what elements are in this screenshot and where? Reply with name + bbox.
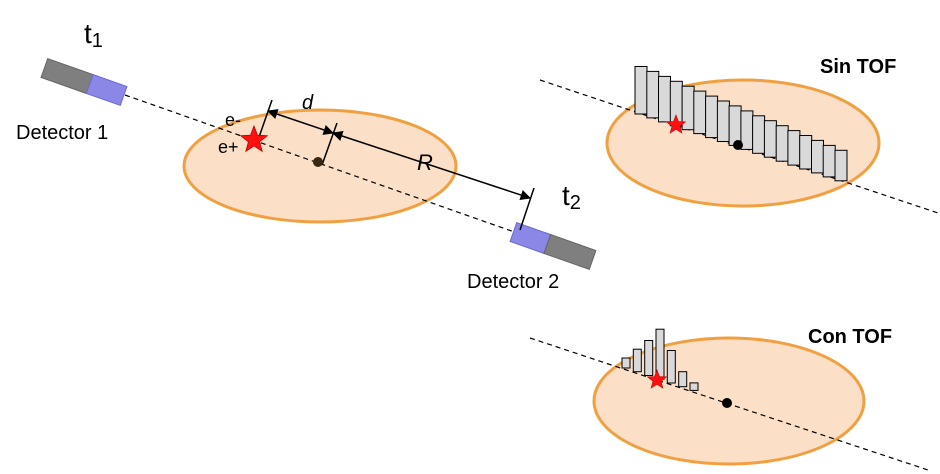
detector-2-label: Detector 2 (467, 271, 559, 293)
annihilation-star-main (239, 124, 269, 153)
R-arrow (332, 130, 531, 201)
histogram-bar (658, 75, 671, 123)
histogram-bar (632, 348, 642, 373)
histogram-bar (693, 90, 707, 135)
e-minus-label: e- (225, 110, 241, 130)
center-dot-sin-tof (733, 140, 743, 150)
histogram-bar (666, 350, 676, 384)
histogram-bar (644, 340, 654, 376)
histogram-bar (752, 115, 766, 154)
histogram-bar (728, 105, 742, 146)
histogram-bar (775, 125, 789, 162)
histogram-bar (646, 70, 660, 119)
center-dot-con-tof (722, 398, 732, 408)
annihilation-star-sin-tof (665, 114, 687, 134)
t1-label: t1 (84, 18, 103, 52)
histogram-bar (678, 371, 688, 388)
detector-1 (40, 57, 128, 107)
detector-2 (509, 221, 597, 271)
con-tof-title: Con TOF (808, 326, 892, 348)
histogram-bar (634, 66, 648, 115)
R-label: R (417, 150, 433, 175)
center-dot-main (313, 157, 323, 167)
tick-right (519, 187, 535, 231)
histogram-bar (689, 382, 699, 391)
tick-center (321, 122, 338, 166)
histogram-bar (799, 135, 813, 170)
d-label: d (302, 92, 314, 114)
d-arrow (267, 109, 334, 135)
histogram-bar (705, 95, 719, 139)
histogram-bar (716, 100, 730, 142)
tick-left (257, 99, 273, 141)
histogram-bar (621, 357, 631, 369)
histogram-bar (787, 130, 801, 166)
e-plus-label: e+ (218, 137, 239, 157)
t2-label: t2 (562, 180, 581, 214)
histogram-bar (763, 120, 777, 158)
histogram-bar (811, 139, 824, 174)
con-tof-histogram (621, 328, 699, 391)
detector-1-label: Detector 1 (16, 122, 108, 144)
annihilation-star-con-tof (646, 369, 668, 389)
sin-tof-title: Sin TOF (820, 56, 896, 78)
histogram-bar (822, 144, 836, 178)
histogram-bar (834, 149, 848, 182)
